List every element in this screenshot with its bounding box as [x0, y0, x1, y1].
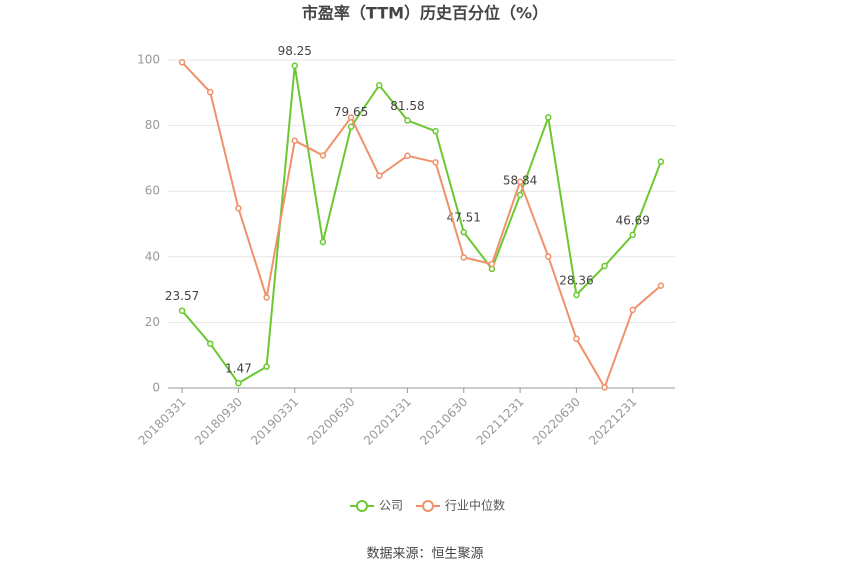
point [178, 59, 186, 66]
data-label: 28.36 [559, 273, 593, 287]
legend-marker [422, 500, 434, 512]
data-label: 81.58 [390, 99, 424, 113]
chart-title: 市盈率（TTM）历史百分位（%） [302, 4, 548, 23]
point [263, 294, 270, 301]
point [516, 191, 524, 199]
x-tick-label: 20180930 [192, 395, 245, 448]
y-tick-label: 40 [145, 249, 160, 263]
data-label: 47.51 [447, 211, 481, 225]
point [404, 152, 411, 160]
point [178, 307, 186, 314]
point [601, 262, 608, 270]
legend-label: 公司 [379, 499, 403, 513]
point [488, 260, 496, 268]
point [460, 228, 467, 236]
point [235, 205, 242, 212]
point [545, 253, 552, 260]
y-tick-label: 60 [145, 184, 160, 198]
point [432, 127, 439, 135]
point [319, 152, 327, 159]
x-tick-label: 20190331 [248, 395, 301, 448]
point [291, 62, 298, 69]
point [207, 88, 214, 96]
point [376, 82, 383, 89]
y-tick-label: 80 [145, 118, 160, 132]
data-label: 98.25 [278, 44, 312, 58]
point [263, 363, 270, 370]
legend-label: 行业中位数 [445, 498, 505, 513]
point [657, 158, 665, 165]
point [319, 238, 327, 246]
point [404, 117, 411, 124]
line [181, 65, 662, 385]
y-tick-label: 100 [137, 53, 160, 67]
point [291, 137, 298, 144]
data-label: 1.47 [225, 362, 252, 376]
point [460, 254, 467, 261]
y-tick-label: 20 [145, 315, 160, 329]
point [545, 114, 552, 121]
data-label: 46.69 [616, 213, 650, 227]
legend-marker [356, 500, 368, 512]
point [376, 172, 383, 180]
point [657, 282, 665, 289]
point [573, 291, 580, 299]
line [181, 61, 662, 390]
y-tick-label: 0 [152, 381, 160, 395]
point [347, 123, 355, 130]
x-tick-label: 20210630 [417, 395, 470, 448]
point [432, 159, 439, 166]
point [207, 340, 214, 347]
point [573, 335, 580, 343]
x-tick-label: 20211231 [474, 395, 527, 448]
x-tick-label: 20221231 [586, 395, 639, 448]
x-tick-label: 20220630 [530, 395, 583, 448]
point [629, 231, 636, 239]
source: 数据来源：恒生聚源 [366, 547, 483, 562]
point [629, 306, 636, 314]
point [601, 384, 608, 391]
data-label: 23.57 [165, 289, 199, 303]
data-label: 79.65 [334, 105, 368, 119]
x-tick-label: 20180331 [136, 395, 189, 448]
point [347, 114, 355, 121]
point [235, 379, 242, 387]
x-tick-label: 20201231 [361, 395, 414, 448]
point [516, 178, 524, 185]
x-tick-label: 20200630 [305, 395, 358, 448]
